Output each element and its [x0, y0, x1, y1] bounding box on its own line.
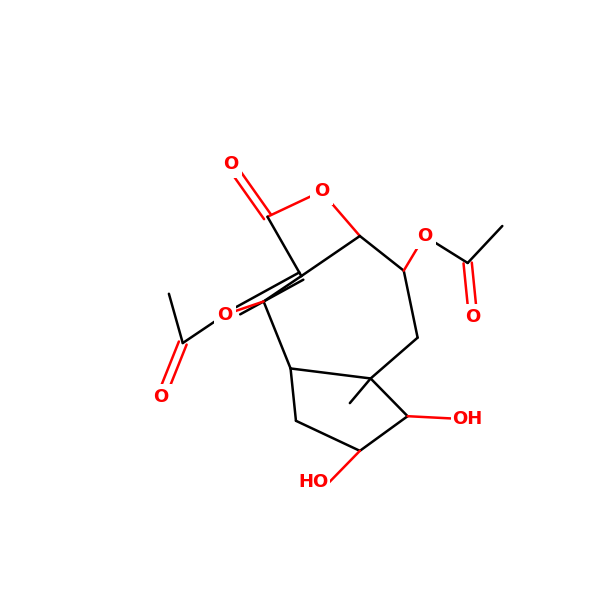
Text: O: O [466, 308, 481, 326]
Text: O: O [417, 227, 432, 245]
Text: O: O [217, 305, 233, 323]
Text: O: O [415, 224, 434, 248]
Text: OH: OH [452, 409, 482, 427]
Text: O: O [314, 182, 329, 200]
Text: O: O [154, 388, 169, 406]
Text: O: O [463, 305, 483, 329]
Text: HO: HO [299, 473, 329, 491]
Text: O: O [220, 152, 241, 176]
Text: O: O [151, 385, 171, 409]
Text: O: O [223, 155, 238, 173]
Text: OH: OH [452, 407, 492, 431]
Text: O: O [311, 179, 331, 203]
Text: HO: HO [289, 470, 329, 494]
Text: O: O [215, 302, 235, 326]
